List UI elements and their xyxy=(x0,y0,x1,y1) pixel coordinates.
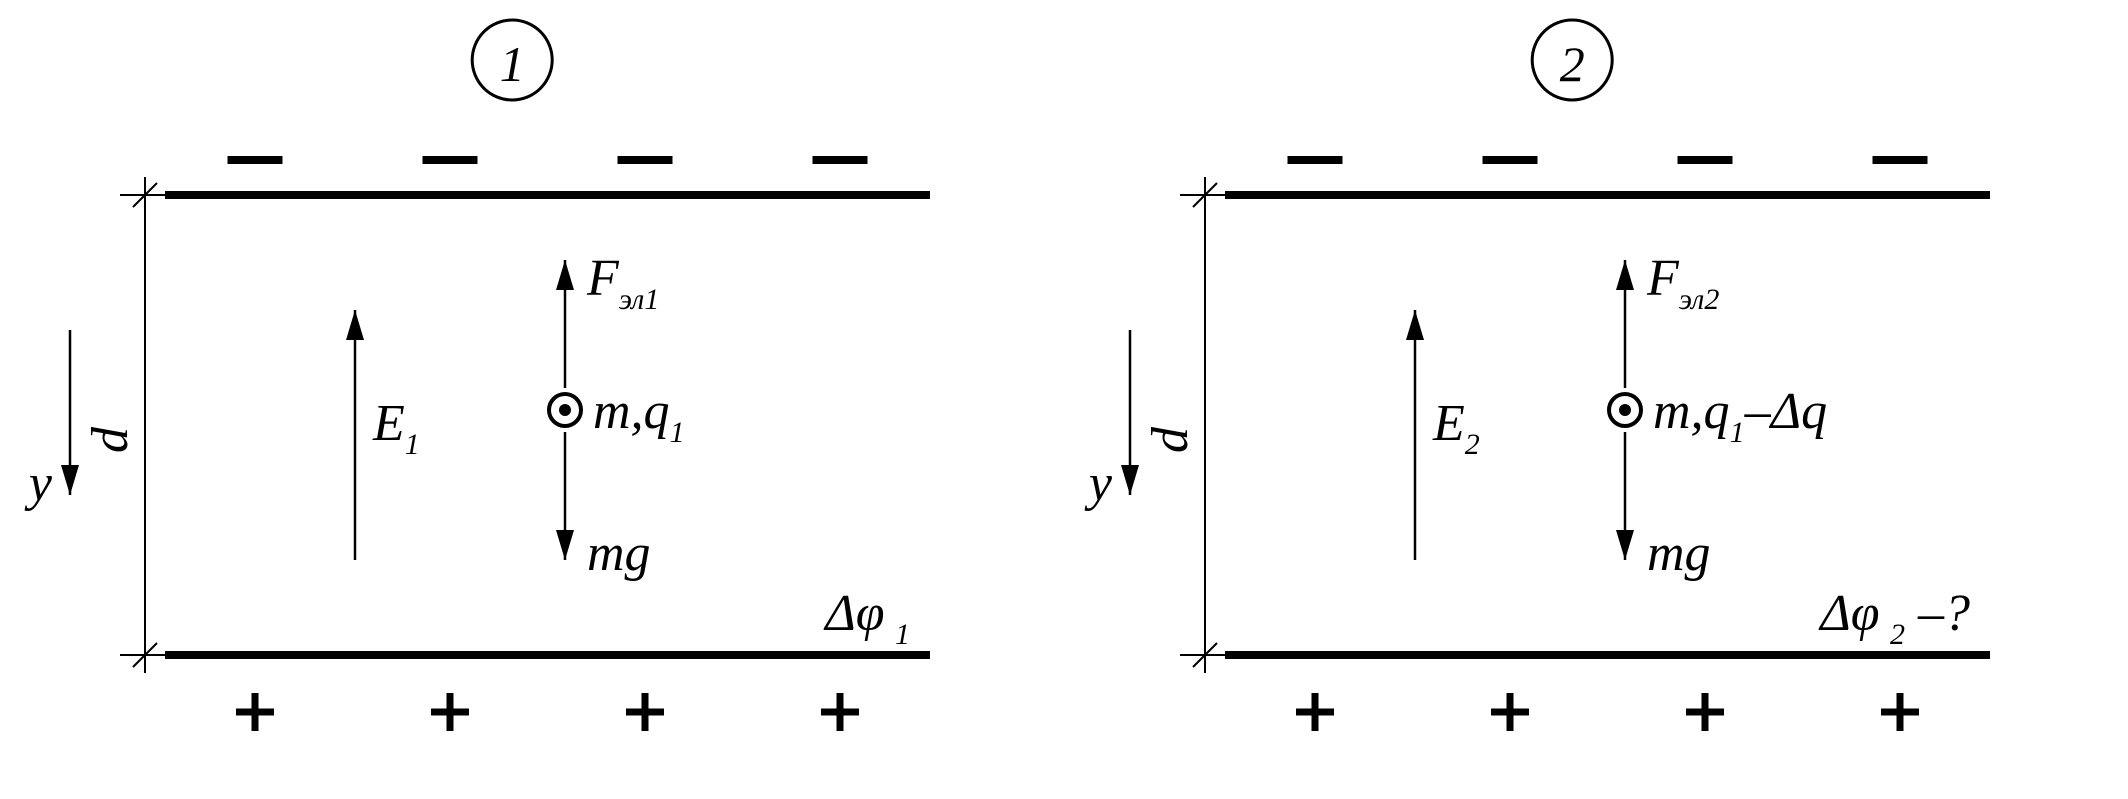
particle-label: m,q1 xyxy=(593,383,685,449)
badge-number: 1 xyxy=(500,36,525,92)
badge-number: 2 xyxy=(1560,36,1585,92)
d-label: d xyxy=(1142,426,1199,453)
y-label: y xyxy=(1084,455,1113,512)
E-label: E1 xyxy=(372,395,420,461)
mg-label: mg xyxy=(1647,525,1711,582)
panel-2: 2 d y E2 Fэл2 mg m,q1–Δq Δφ 2 –? xyxy=(1084,20,1990,731)
panel-1: 1 d y E1 Fэл1 mg m,q1 Δφ 1 xyxy=(24,20,930,731)
delta-phi-label: Δφ 1 xyxy=(823,585,910,651)
Fel-label: Fэл1 xyxy=(586,250,659,316)
Fel-label: Fэл2 xyxy=(1646,250,1719,316)
physics-diagram: 1 d y E1 Fэл1 mg m,q1 Δφ 1 2 d y E2 Fэл2 mg m,q1–Δq Δφ … xyxy=(0,0,2128,799)
particle-label: m,q1–Δq xyxy=(1653,383,1827,449)
E-label: E2 xyxy=(1432,395,1480,461)
y-label: y xyxy=(24,455,53,512)
mg-label: mg xyxy=(587,525,651,582)
delta-phi-label: Δφ 2 –? xyxy=(1818,585,1970,651)
d-label: d xyxy=(82,426,139,453)
